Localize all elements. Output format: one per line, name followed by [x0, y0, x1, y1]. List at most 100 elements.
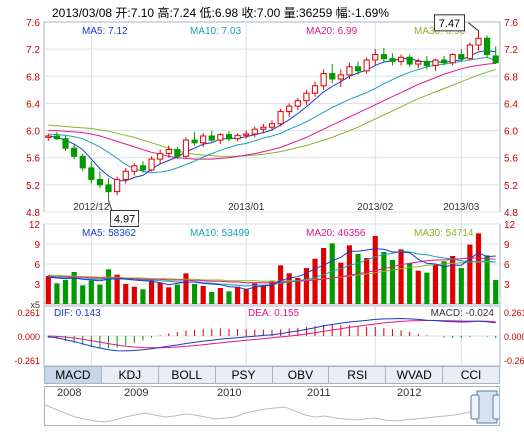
timeline-left-handle[interactable] — [470, 394, 480, 420]
candle-body — [329, 73, 336, 80]
volume-bar — [80, 285, 86, 304]
candle-body — [372, 54, 379, 61]
quote-date: 2013/03/08 — [52, 6, 113, 20]
macd-dea-line — [48, 320, 496, 349]
ticker-summary: 2013/03/08 开:7.10 高:7.24 低:6.98 收:7.00 量… — [52, 4, 389, 21]
candle-body — [320, 73, 327, 87]
volume-bar — [467, 244, 473, 304]
candle-body — [148, 158, 155, 171]
candle-body — [114, 178, 121, 193]
volume-bar — [321, 248, 327, 304]
timeline-sparkline — [45, 390, 499, 424]
macd-dif-label: DIF: 0.143 — [54, 308, 101, 319]
volume-bar — [97, 284, 103, 304]
tab-obv[interactable]: OBV — [273, 367, 330, 383]
volume-bar — [157, 282, 163, 304]
price-panel — [43, 21, 501, 213]
volume-bar — [346, 245, 353, 304]
candle-body — [389, 58, 396, 62]
candle-body — [354, 66, 362, 72]
tab-boll[interactable]: BOLL — [159, 367, 216, 383]
candle-body — [415, 60, 422, 65]
volume-bar — [329, 243, 335, 304]
price-ma20-line — [48, 62, 496, 160]
candle-body — [122, 170, 129, 180]
price-tick-left: 7.2 — [26, 45, 40, 56]
volume-scale-mark: x5 — [30, 300, 40, 310]
macd-value-label: MACD: -0.024 — [431, 308, 495, 319]
volume-bar — [235, 286, 241, 304]
volume-tick-right: 12 — [504, 220, 516, 231]
open-value: 7.10 — [130, 6, 155, 20]
volume-legend-ma10: MA10: 53499 — [190, 228, 250, 239]
candle-body — [458, 54, 465, 60]
timeline-year-2010: 2010 — [217, 387, 242, 399]
macd-tick-right: -0.261 — [504, 356, 524, 366]
macd-dea-label: DEA: 0.155 — [248, 308, 300, 319]
volume-bar — [364, 258, 370, 304]
candle-body — [337, 74, 344, 80]
volume-ma30-line — [48, 261, 496, 282]
volume-bar — [407, 263, 413, 304]
volume-bar — [278, 265, 284, 304]
volume-bar — [45, 276, 51, 304]
volume-legend-ma30: MA30: 54714 — [414, 228, 474, 239]
candle-body — [88, 167, 95, 180]
volume-tick-left: 12 — [29, 220, 41, 231]
tab-macd[interactable]: MACD — [45, 367, 102, 383]
tab-kdj[interactable]: KDJ — [102, 367, 159, 383]
price-x-label: 2013/03 — [443, 202, 480, 213]
candle-body — [62, 138, 69, 149]
volume-bar — [174, 284, 180, 304]
price-tick-left: 5.2 — [26, 181, 40, 192]
candle-body — [277, 111, 284, 125]
candle-body — [466, 44, 473, 60]
volume-bar — [123, 284, 129, 304]
volume-bar — [114, 274, 120, 304]
volume-ma5-line — [48, 248, 496, 290]
price-x-label: 2013/02 — [357, 202, 394, 213]
change-label: 幅: — [335, 6, 351, 20]
close-value: 7.00 — [256, 6, 281, 20]
high-label: 高: — [157, 6, 173, 20]
candle-body — [157, 153, 164, 160]
tab-wvad[interactable]: WVAD — [386, 367, 444, 383]
candle-body — [200, 135, 207, 144]
volume-bar — [252, 283, 258, 304]
volume-bar — [140, 289, 146, 304]
candle-body — [397, 56, 405, 62]
tab-rsi[interactable]: RSI — [329, 367, 387, 383]
candle-body — [217, 134, 224, 141]
volume-bar — [458, 268, 464, 304]
tab-cci[interactable]: CCI — [460, 368, 482, 382]
candle-body — [45, 135, 52, 138]
candle-body — [225, 134, 233, 140]
max-box — [433, 14, 465, 32]
macd-tick-left: 0.000 — [17, 332, 40, 342]
min-box — [110, 209, 140, 227]
candle-body — [423, 60, 430, 66]
tab-psy[interactable]: PSY — [216, 367, 273, 383]
timeline-right-handle[interactable] — [492, 394, 499, 420]
candle-body — [346, 66, 353, 76]
volume-bar — [355, 254, 361, 304]
candle-body — [363, 59, 370, 72]
volume-bar — [54, 283, 60, 304]
candle-body — [406, 56, 413, 65]
price-tick-right: 6.0 — [504, 127, 518, 138]
volume-bar — [415, 270, 421, 304]
candle-body — [191, 139, 198, 144]
price-tick-right: 5.2 — [504, 181, 518, 192]
volume-bar — [475, 233, 482, 304]
max-price-label: 7.47 — [439, 18, 460, 30]
candle-body — [286, 105, 293, 113]
history-timeline[interactable]: 2008 2009 2010 2011 2012 — [44, 386, 500, 426]
candle-body — [71, 147, 78, 157]
candle-body — [53, 135, 60, 140]
price-legend-ma5: MA5: 7.12 — [82, 26, 128, 37]
volume-bar — [493, 280, 499, 304]
candle-body — [432, 59, 439, 66]
candle-body — [182, 139, 190, 157]
macd-tick-left: -0.261 — [14, 356, 40, 366]
low-value: 6.98 — [214, 6, 239, 20]
